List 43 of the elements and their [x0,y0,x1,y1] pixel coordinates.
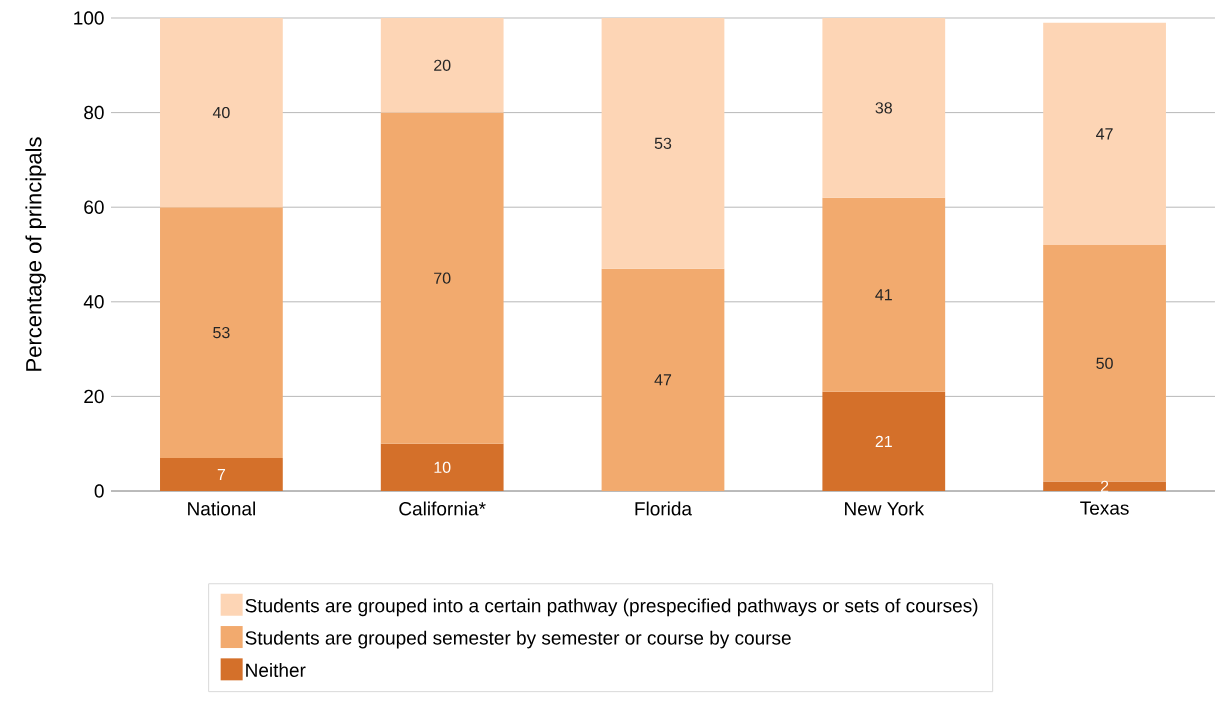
bar [160,18,283,208]
bar [601,268,725,491]
x-tick-label: National [188,501,255,516]
bar [822,18,946,198]
y-tick-label: 60 [84,200,104,214]
bar [822,197,946,392]
bar [1043,481,1166,491]
data-label: 20 [434,59,451,71]
x-tick-label: Florida [635,501,693,516]
bar [160,457,283,491]
data-label: 70 [434,272,451,284]
data-label: 47 [654,374,672,386]
data-label: 10 [434,461,451,474]
bar [380,443,504,491]
data-label: 7 [217,468,226,480]
data-label: 38 [875,102,892,114]
data-label: 47 [1096,128,1113,140]
bar [160,207,283,458]
data-label: 50 [1096,357,1113,369]
bar [380,18,504,113]
y-tick-label: 40 [83,295,104,309]
legend-label: Students are grouped semester by semester or course by course [245,630,791,649]
y-tick-label: 100 [74,11,104,25]
bar [380,112,504,444]
y-axis-title: Percentage of principals [25,137,46,371]
data-label: 53 [213,326,230,339]
legend-label: Neither [246,663,306,677]
legend-label: Students are grouped into a certain pathway (prespecified pathways or sets of courses) [245,598,978,617]
y-tick-label: 80 [84,105,104,120]
x-tick-label: New York [845,501,925,516]
bar [1043,245,1166,482]
bar [1043,22,1166,246]
x-tick-label: California* [399,501,486,516]
y-tick-label: 0 [94,484,104,498]
data-label: 2 [1100,480,1109,492]
bar [601,18,725,269]
bar [822,391,946,491]
data-label: 40 [212,106,230,119]
y-tick-label: 20 [84,389,104,404]
data-label: 41 [875,289,892,301]
data-label: 21 [875,435,892,447]
x-tick-label: Texas [1080,501,1129,515]
data-label: 53 [654,137,672,150]
